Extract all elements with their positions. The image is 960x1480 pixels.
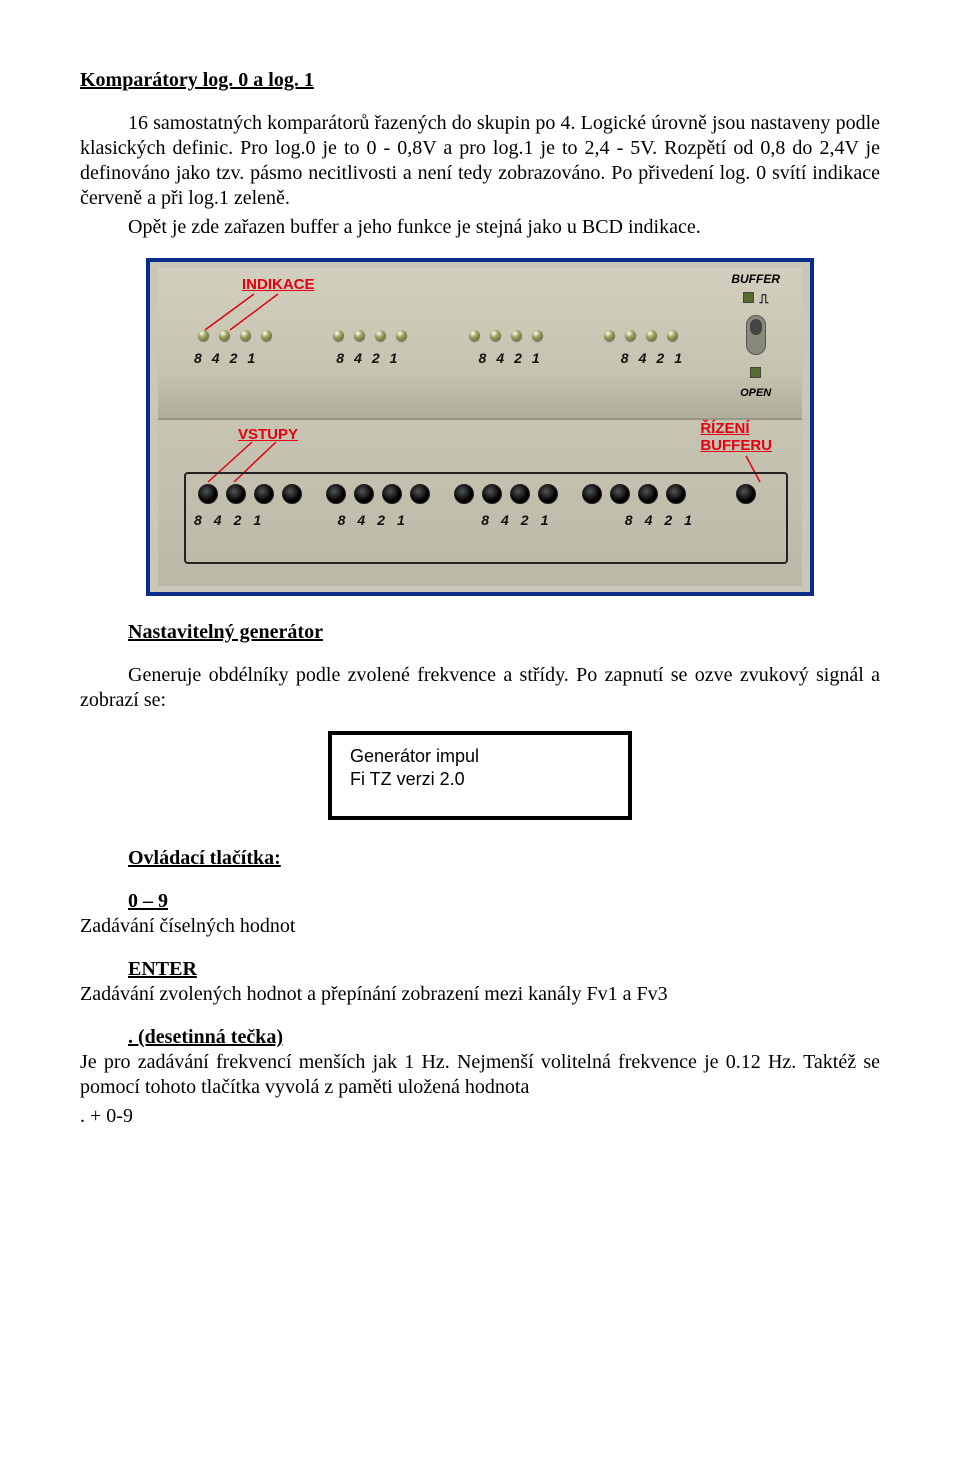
led-row (198, 330, 678, 341)
paragraph-1: 16 samostatných komparátorů řazených do … (80, 111, 880, 211)
paragraph-2: Generuje obdélníky podle zvolené frekven… (80, 663, 880, 713)
para1-text: 16 samostatných komparátorů řazených do … (80, 112, 880, 209)
jack-row (198, 484, 686, 504)
led-numbers: 8421 8421 8421 8421 (194, 350, 682, 366)
label-indikace: INDIKACE (242, 276, 315, 293)
last-line: . + 0-9 (80, 1104, 880, 1129)
heading-comparators: Komparátory log. 0 a log. 1 (80, 69, 314, 91)
key-enter: ENTER (128, 958, 197, 980)
comparator-photo: INDIKACE 8421 8421 8421 8421 BUFFER ⎍ (146, 258, 814, 596)
panel-bottom: VSTUPY ŘÍZENÍBUFFERU 8421 8421 8421 (158, 420, 802, 586)
display-box: Generátor impul Fi TZ verzi 2.0 (328, 731, 632, 820)
key-enter-text: Zadávání zvolených hodnot a přepínání zo… (80, 982, 880, 1007)
key-dot: . (desetinná tečka) (128, 1026, 283, 1048)
key-0-9: 0 – 9 (128, 890, 168, 912)
label-rizeni: ŘÍZENÍBUFFERU (700, 420, 772, 454)
panel-top: INDIKACE 8421 8421 8421 8421 BUFFER ⎍ (158, 268, 802, 420)
heading-generator: Nastavitelný generátor (128, 621, 323, 643)
buffer-area: BUFFER ⎍ OPEN (731, 272, 780, 399)
box-line1: Generátor impul (350, 745, 610, 768)
key-dot-text: Je pro zadávání frekvencí menších jak 1 … (80, 1050, 880, 1100)
heading-controls: Ovládací tlačítka: (128, 847, 281, 869)
open-label: OPEN (731, 387, 780, 399)
control-jack (736, 484, 756, 504)
label-vstupy: VSTUPY (238, 426, 298, 443)
jack-numbers: 8421 8421 8421 8421 (194, 512, 692, 528)
paragraph-1b: Opět je zde zařazen buffer a jeho funkce… (80, 215, 880, 240)
box-line2: Fi TZ verzi 2.0 (350, 768, 610, 791)
key-0-9-text: Zadávání číselných hodnot (80, 914, 880, 939)
buffer-label: BUFFER (731, 272, 780, 286)
buffer-switch-icon (746, 315, 766, 355)
